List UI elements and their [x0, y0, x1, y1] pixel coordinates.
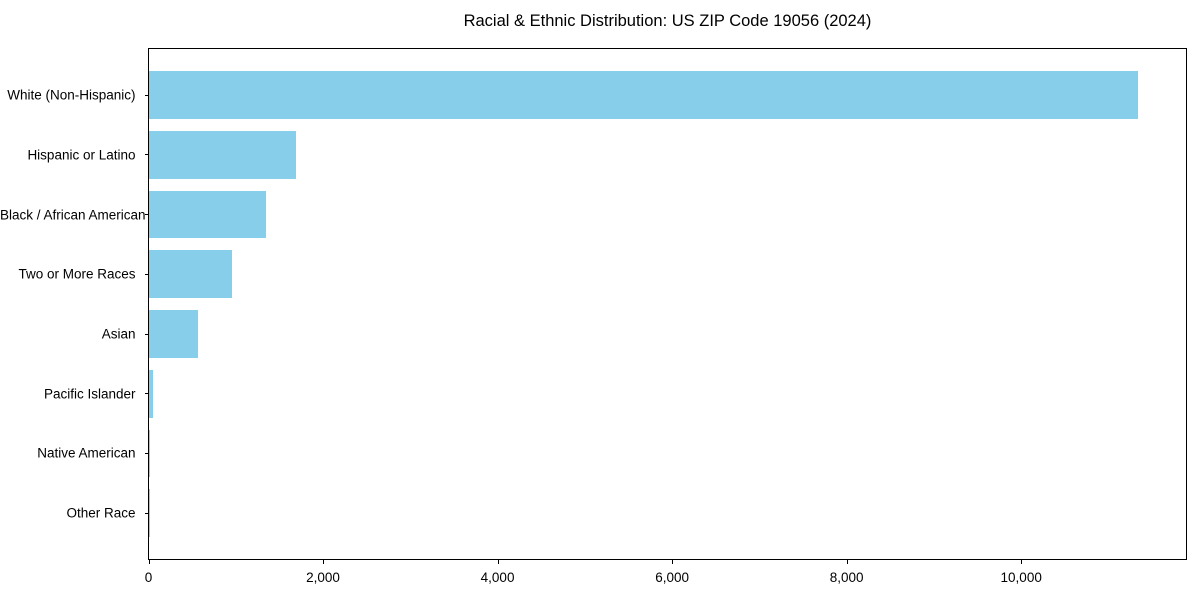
x-tick-mark — [323, 560, 325, 564]
x-tick-label: 0 — [144, 570, 153, 585]
bar-black-african-american — [149, 190, 266, 239]
y-tick-mark — [144, 214, 149, 216]
x-tick-mark — [846, 560, 848, 564]
chart-title: Racial & Ethnic Distribution: US ZIP Cod… — [463, 12, 872, 30]
y-tick-mark — [144, 333, 149, 335]
y-tick-label: Native American — [37, 445, 136, 461]
y-tick-mark — [144, 94, 149, 96]
y-tick-label: Asian — [101, 326, 136, 342]
x-tick-mark — [497, 560, 499, 564]
x-tick-label: 4,000 — [480, 570, 515, 585]
y-tick-mark — [144, 452, 149, 454]
bar-white-non-hispanic — [149, 71, 1139, 120]
bar-hispanic-or-latino — [149, 131, 297, 179]
bar-native-american — [149, 429, 151, 478]
y-tick-label: White (Non-Hispanic) — [7, 87, 136, 103]
y-tick-label: Hispanic or Latino — [27, 147, 136, 163]
x-tick-label: 2,000 — [306, 570, 340, 585]
bar-asian — [149, 310, 199, 358]
y-tick-label: Other Race — [66, 505, 136, 521]
plot-area — [148, 48, 1187, 560]
x-tick-mark — [148, 560, 150, 564]
y-tick-mark — [144, 154, 149, 156]
x-tick-label: 10,000 — [1000, 570, 1042, 585]
x-tick-mark — [672, 560, 674, 564]
y-tick-label: Black / African American — [0, 207, 146, 223]
x-tick-mark — [1021, 560, 1023, 564]
y-tick-label: Pacific Islander — [43, 386, 136, 402]
y-tick-mark — [144, 393, 149, 395]
y-tick-label: Two or More Races — [18, 266, 136, 282]
bar-two-or-more-races — [149, 250, 233, 299]
y-tick-mark — [144, 512, 149, 514]
x-tick-label: 8,000 — [829, 570, 864, 585]
y-tick-mark — [144, 273, 149, 275]
x-tick-label: 6,000 — [655, 570, 690, 585]
bar-pacific-islander — [149, 369, 154, 418]
